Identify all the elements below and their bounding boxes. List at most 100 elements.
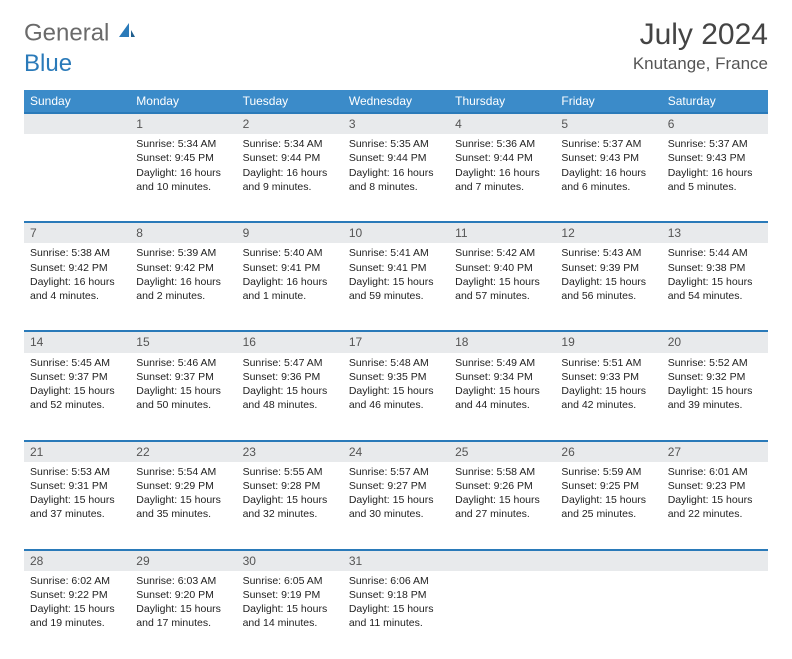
day-cell: Sunrise: 6:05 AMSunset: 9:19 PMDaylight:… (237, 571, 343, 659)
sunrise-text: Sunrise: 6:05 AM (243, 574, 337, 588)
day-number: 7 (24, 222, 130, 243)
day-number: 27 (662, 441, 768, 462)
daylight-text: and 9 minutes. (243, 180, 337, 194)
day-content-row: Sunrise: 6:02 AMSunset: 9:22 PM Daylight:… (24, 571, 768, 659)
header: General Blue July 2024 Knutange, France (24, 18, 768, 78)
daylight-text: Daylight: 16 hours (243, 166, 337, 180)
sunset-text: Sunset: 9:33 PM (561, 370, 655, 384)
sunrise-text: Sunrise: 5:36 AM (455, 137, 549, 151)
sunset-text: Sunset: 9:20 PM (136, 588, 230, 602)
daylight-text: and 50 minutes. (136, 398, 230, 412)
day-cell: Sunrise: 5:39 AMSunset: 9:42 PMDaylight:… (130, 243, 236, 331)
sunset-text: Sunset: 9:31 PM (30, 479, 124, 493)
day-content-row: Sunrise: 5:45 AMSunset: 9:37 PMDaylight:… (24, 353, 768, 441)
day-cell: Sunrise: 6:02 AMSunset: 9:22 PMDaylight:… (24, 571, 130, 659)
day-content-row: Sunrise: 5:38 AMSunset: 9:42 PMDaylight:… (24, 243, 768, 331)
day-number: 28 (24, 550, 130, 571)
sunrise-text: Sunrise: 5:40 AM (243, 246, 337, 260)
daylight-text: and 35 minutes. (136, 507, 230, 521)
daylight-text: Daylight: 15 hours (243, 384, 337, 398)
day-cell: Sunrise: 5:59 AMSunset: 9:25 PMDaylight:… (555, 462, 661, 550)
sunset-text: Sunset: 9:27 PM (349, 479, 443, 493)
sunset-text: Sunset: 9:18 PM (349, 588, 443, 602)
sunrise-text: Sunrise: 5:34 AM (136, 137, 230, 151)
daylight-text: Daylight: 15 hours (455, 275, 549, 289)
sunset-text: Sunset: 9:42 PM (136, 261, 230, 275)
day-cell (449, 571, 555, 659)
day-cell: Sunrise: 5:41 AMSunset: 9:41 PMDaylight:… (343, 243, 449, 331)
sunrise-text: Sunrise: 6:02 AM (30, 574, 124, 588)
daylight-text: Daylight: 15 hours (455, 384, 549, 398)
page-title: July 2024 (633, 18, 768, 52)
day-number: . (449, 550, 555, 571)
sunrise-text: Sunrise: 5:35 AM (349, 137, 443, 151)
sunset-text: Sunset: 9:42 PM (30, 261, 124, 275)
logo-text-general: General (24, 19, 109, 46)
daylight-text: Daylight: 15 hours (243, 602, 337, 616)
daylight-text: and 5 minutes. (668, 180, 762, 194)
day-number: 23 (237, 441, 343, 462)
day-number: 22 (130, 441, 236, 462)
sunrise-text: Sunrise: 5:41 AM (349, 246, 443, 260)
sunset-text: Sunset: 9:38 PM (668, 261, 762, 275)
sunset-text: Sunset: 9:40 PM (455, 261, 549, 275)
sunrise-text: Sunrise: 6:06 AM (349, 574, 443, 588)
daylight-text: and 48 minutes. (243, 398, 337, 412)
day-number: 15 (130, 331, 236, 352)
day-number: 17 (343, 331, 449, 352)
sunrise-text: Sunrise: 5:48 AM (349, 356, 443, 370)
logo-sail-icon (117, 18, 137, 46)
weekday-header: Saturday (662, 90, 768, 113)
day-number: 4 (449, 113, 555, 134)
day-cell: Sunrise: 5:58 AMSunset: 9:26 PMDaylight:… (449, 462, 555, 550)
daylight-text: and 52 minutes. (30, 398, 124, 412)
day-cell: Sunrise: 5:54 AMSunset: 9:29 PMDaylight:… (130, 462, 236, 550)
sunrise-text: Sunrise: 5:34 AM (243, 137, 337, 151)
daylight-text: Daylight: 16 hours (668, 166, 762, 180)
daylight-text: Daylight: 15 hours (668, 493, 762, 507)
day-number: 6 (662, 113, 768, 134)
daylight-text: Daylight: 16 hours (136, 275, 230, 289)
sunset-text: Sunset: 9:23 PM (668, 479, 762, 493)
sunrise-text: Sunrise: 5:42 AM (455, 246, 549, 260)
daylight-text: Daylight: 16 hours (30, 275, 124, 289)
day-number: 1 (130, 113, 236, 134)
day-cell: Sunrise: 5:47 AMSunset: 9:36 PMDaylight:… (237, 353, 343, 441)
day-cell: Sunrise: 6:03 AMSunset: 9:20 PMDaylight:… (130, 571, 236, 659)
sunset-text: Sunset: 9:35 PM (349, 370, 443, 384)
daylight-text: and 39 minutes. (668, 398, 762, 412)
day-number: 16 (237, 331, 343, 352)
sunrise-text: Sunrise: 5:49 AM (455, 356, 549, 370)
sunrise-text: Sunrise: 5:44 AM (668, 246, 762, 260)
day-number: . (555, 550, 661, 571)
sunrise-text: Sunrise: 5:47 AM (243, 356, 337, 370)
sunset-text: Sunset: 9:29 PM (136, 479, 230, 493)
daylight-text: Daylight: 15 hours (349, 384, 443, 398)
daylight-text: and 10 minutes. (136, 180, 230, 194)
sunset-text: Sunset: 9:37 PM (30, 370, 124, 384)
day-cell: Sunrise: 5:40 AMSunset: 9:41 PMDaylight:… (237, 243, 343, 331)
weekday-header: Monday (130, 90, 236, 113)
sunset-text: Sunset: 9:41 PM (349, 261, 443, 275)
daylight-text: and 25 minutes. (561, 507, 655, 521)
sunrise-text: Sunrise: 5:51 AM (561, 356, 655, 370)
sunset-text: Sunset: 9:26 PM (455, 479, 549, 493)
daylight-text: and 7 minutes. (455, 180, 549, 194)
weekday-header: Wednesday (343, 90, 449, 113)
sunrise-text: Sunrise: 5:37 AM (668, 137, 762, 151)
sunset-text: Sunset: 9:28 PM (243, 479, 337, 493)
sunrise-text: Sunrise: 5:37 AM (561, 137, 655, 151)
sunrise-text: Sunrise: 5:53 AM (30, 465, 124, 479)
day-number: 11 (449, 222, 555, 243)
sunrise-text: Sunrise: 5:57 AM (349, 465, 443, 479)
day-number: 9 (237, 222, 343, 243)
day-number: 2 (237, 113, 343, 134)
day-cell: Sunrise: 5:36 AMSunset: 9:44 PMDaylight:… (449, 134, 555, 222)
day-number: 5 (555, 113, 661, 134)
daylight-text: and 2 minutes. (136, 289, 230, 303)
calendar-table: SundayMondayTuesdayWednesdayThursdayFrid… (24, 90, 768, 659)
sunset-text: Sunset: 9:45 PM (136, 151, 230, 165)
sunrise-text: Sunrise: 5:54 AM (136, 465, 230, 479)
sunset-text: Sunset: 9:22 PM (30, 588, 124, 602)
day-cell: Sunrise: 6:01 AMSunset: 9:23 PMDaylight:… (662, 462, 768, 550)
